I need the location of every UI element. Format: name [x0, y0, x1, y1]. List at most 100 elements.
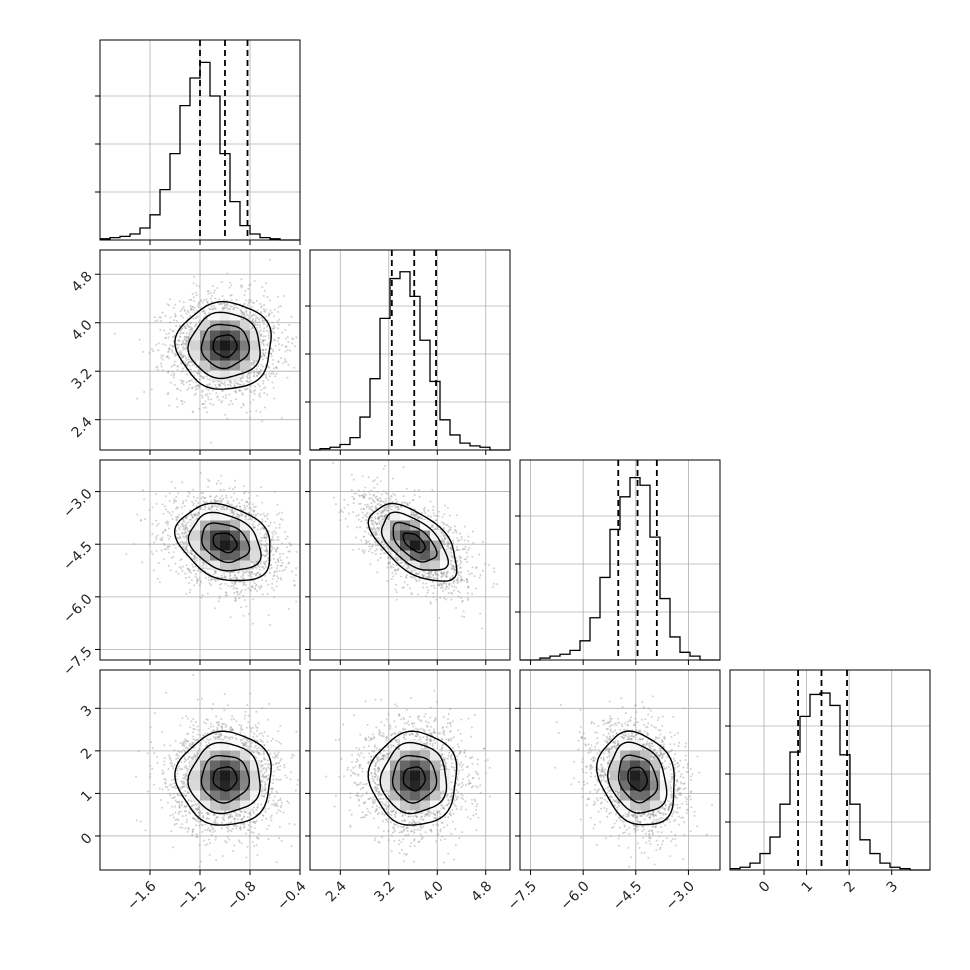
contour-level-1 [200, 323, 250, 370]
sample-point [183, 338, 186, 341]
sample-point [277, 327, 280, 330]
sample-point [268, 567, 271, 570]
sample-point [245, 310, 248, 313]
sample-point [263, 527, 266, 530]
sample-point [416, 593, 419, 596]
sample-point [213, 289, 216, 292]
sample-point [221, 506, 224, 509]
sample-point [169, 381, 172, 384]
sample-point [189, 328, 192, 331]
sample-point [449, 546, 452, 549]
sample-point [254, 588, 257, 591]
density-cell [230, 350, 241, 361]
sample-point [179, 541, 182, 544]
sample-point [463, 557, 466, 560]
sample-point [233, 383, 236, 386]
sample-point [219, 497, 222, 500]
density-cell [210, 340, 221, 351]
sample-point [193, 584, 196, 587]
sample-point [155, 502, 158, 505]
sample-point [186, 358, 189, 361]
sample-point [185, 547, 188, 550]
sample-point [249, 311, 252, 314]
sample-point [205, 298, 208, 301]
sample-point [195, 581, 198, 584]
sample-point [173, 364, 176, 367]
sample-point [125, 553, 128, 556]
sample-point [190, 552, 193, 555]
sample-point [252, 313, 255, 316]
sample-point [176, 369, 179, 372]
sample-point [173, 352, 176, 355]
sample-point [185, 592, 188, 595]
sample-point [161, 311, 164, 314]
sample-point [393, 504, 396, 507]
sample-point [275, 580, 278, 583]
sample-point [218, 595, 221, 598]
sample-point [445, 586, 448, 589]
sample-point [262, 382, 265, 385]
sample-point [293, 345, 296, 348]
sample-point [232, 513, 235, 516]
sample-point [155, 343, 158, 346]
sample-point [455, 578, 458, 581]
sample-point [268, 299, 271, 302]
sample-point [162, 558, 165, 561]
sample-point [264, 315, 267, 318]
sample-point [251, 585, 254, 588]
sample-point [157, 369, 160, 372]
sample-point [191, 386, 194, 389]
sample-point [195, 291, 198, 294]
sample-point [193, 558, 196, 561]
sample-point [286, 376, 289, 379]
sample-point [240, 278, 243, 281]
sample-point [197, 384, 200, 387]
sample-point [184, 572, 187, 575]
sample-point [228, 383, 231, 386]
sample-point [236, 587, 239, 590]
sample-point [204, 506, 207, 509]
sample-point [248, 497, 251, 500]
sample-point [262, 561, 265, 564]
sample-point [375, 506, 378, 509]
sample-point [380, 515, 383, 518]
sample-point [182, 301, 185, 304]
sample-point [455, 586, 458, 589]
sample-point [185, 327, 188, 330]
sample-point [247, 613, 250, 616]
sample-point [180, 362, 183, 365]
sample-point [208, 507, 211, 510]
sample-point [215, 386, 218, 389]
sample-point [264, 375, 267, 378]
sample-point [363, 496, 366, 499]
sample-point [255, 326, 258, 329]
sample-point [447, 542, 450, 545]
sample-point [277, 538, 280, 541]
sample-point [274, 366, 277, 369]
sample-point [162, 358, 165, 361]
density-cell [240, 340, 251, 351]
sample-point [249, 410, 252, 413]
sample-point [156, 365, 159, 368]
sample-point [286, 535, 289, 538]
sample-point [251, 561, 254, 564]
sample-point [167, 336, 170, 339]
density-cell [210, 550, 221, 561]
sample-point [207, 485, 210, 488]
sample-point [276, 546, 279, 549]
sample-point [193, 300, 196, 303]
sample-point [262, 330, 265, 333]
sample-point [171, 345, 174, 348]
sample-point [250, 363, 253, 366]
sample-point [168, 545, 171, 548]
sample-point [284, 357, 287, 360]
sample-point [179, 536, 182, 539]
sample-point [210, 506, 213, 509]
sample-point [171, 345, 174, 348]
sample-point [191, 516, 194, 519]
sample-point [265, 549, 268, 552]
sample-point [285, 360, 288, 363]
sample-point [238, 383, 241, 386]
sample-point [267, 378, 270, 381]
sample-point [266, 296, 269, 299]
